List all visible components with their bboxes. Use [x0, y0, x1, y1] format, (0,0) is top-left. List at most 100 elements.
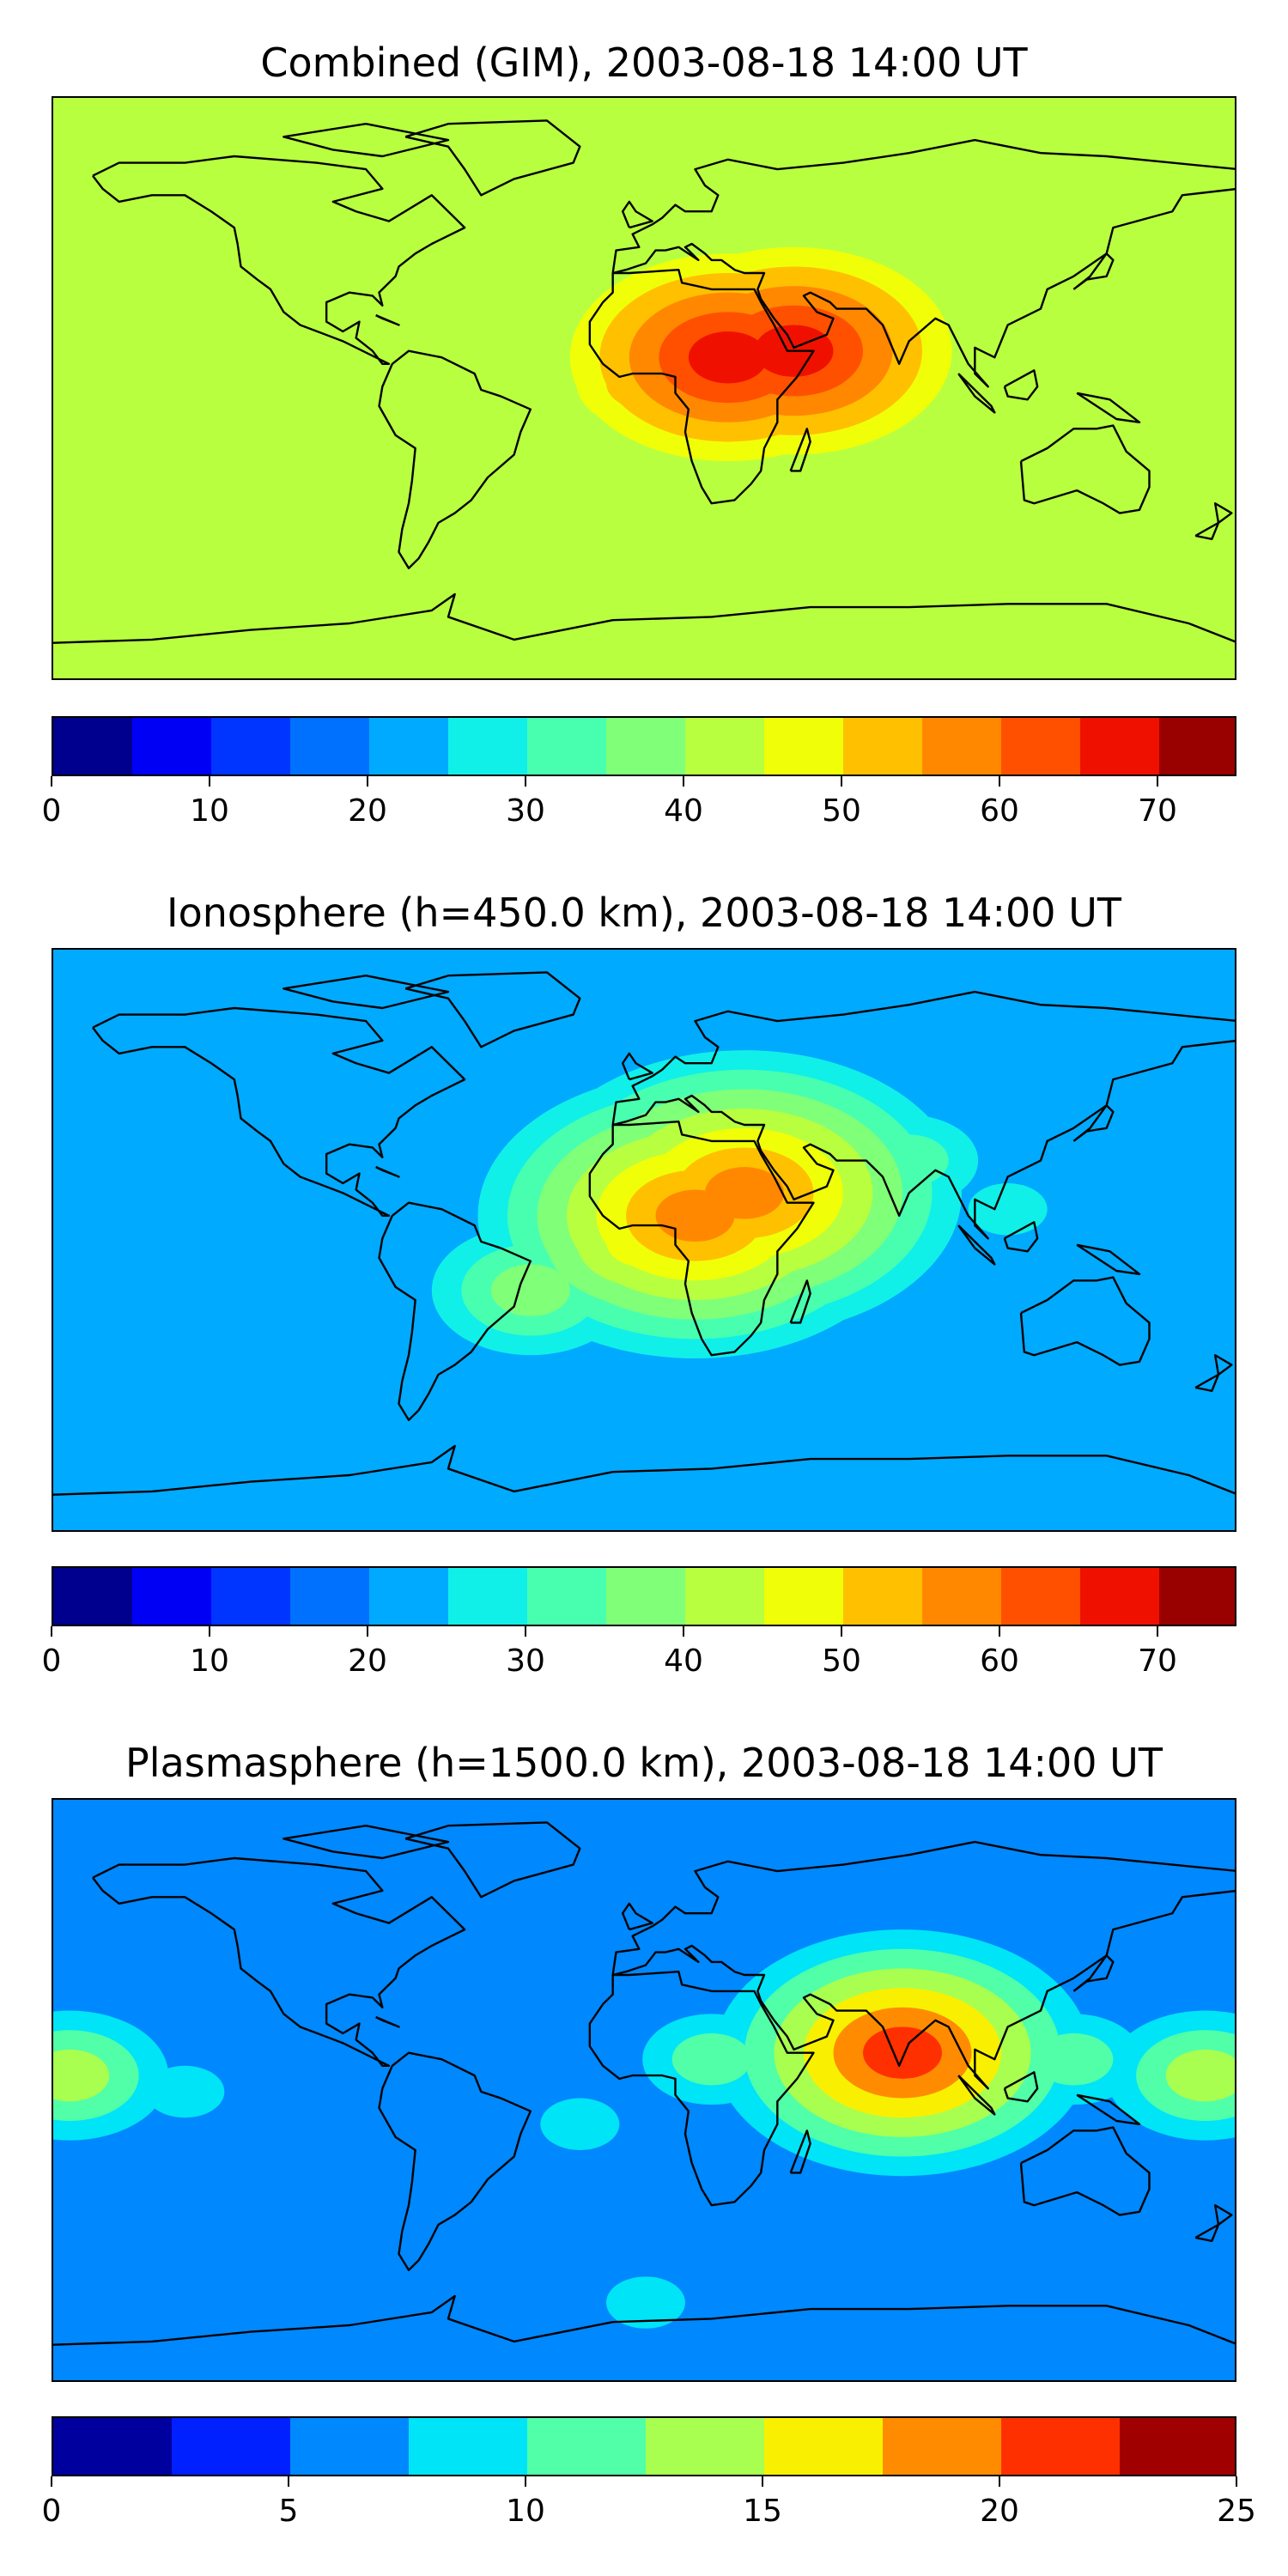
colorbar-tick-label: 70: [1138, 793, 1177, 829]
colorbar-tick: [999, 1626, 1000, 1637]
colorbar-tick-label: 50: [822, 793, 861, 829]
coastline-1: [380, 351, 531, 568]
colorbar-tick: [683, 776, 684, 787]
coastline-7: [623, 1054, 653, 1079]
colorbar-tick: [367, 776, 368, 787]
colorbar-tick-label: 0: [41, 2494, 62, 2529]
colorbar-segment-12: [1001, 1568, 1081, 1625]
colorbar-segment-2: [290, 2418, 410, 2475]
coastline-4: [1021, 426, 1150, 513]
colorbar-segment-9: [1120, 2418, 1235, 2475]
colorbar-tick: [209, 776, 210, 787]
colorbar-segment-2: [211, 718, 291, 775]
colorbar-segment-12: [1001, 718, 1081, 775]
colorbar-plasmasphere: [52, 2416, 1236, 2476]
colorbar-tick: [841, 776, 842, 787]
colorbar-tick: [209, 1626, 210, 1637]
colorbar-ticks-plasmasphere: 0 5 10 15 20 25: [42, 2476, 1256, 2529]
contour-level-3: [145, 2065, 225, 2118]
colorbar-tick-label: 60: [980, 1643, 1019, 1679]
colorbar-segment-6: [764, 2418, 884, 2475]
contour-level-4: [671, 2033, 751, 2086]
colorbar-ionosphere: [52, 1566, 1236, 1626]
chart-title: Combined (GIM), 2003-08-18 14:00 UT: [260, 39, 1028, 86]
colorbar-tick-label: 40: [664, 1643, 703, 1679]
chart-title: Plasmasphere (h=1500.0 km), 2003-08-18 1…: [125, 1740, 1163, 1786]
coastline-13: [376, 2017, 399, 2026]
coastline-14: [1215, 2205, 1231, 2225]
coastline-10: [1005, 1222, 1037, 1251]
colorbar-segment-13: [1080, 1568, 1160, 1625]
colorbar-tick-label: 5: [278, 2494, 299, 2529]
coastline-12: [283, 1826, 448, 1858]
coastline-7: [623, 202, 653, 228]
colorbar-tick-label: 40: [664, 793, 703, 829]
colorbar-segment-11: [922, 1568, 1002, 1625]
colorbar-tick: [51, 1626, 52, 1637]
contour-level-8: [863, 2026, 942, 2079]
coastline-1: [380, 2053, 531, 2270]
colorbar-tick: [1157, 776, 1158, 787]
colorbar-segment-1: [132, 718, 212, 775]
colorbar-segment-1: [172, 2418, 291, 2475]
coastline-11: [1077, 2095, 1139, 2124]
colorbar-segment-14: [1159, 718, 1235, 775]
colorbar-segment-9: [764, 1568, 844, 1625]
colorbar-tick: [367, 1626, 368, 1637]
colorbar-segment-8: [1001, 2418, 1121, 2475]
contour-level-7: [490, 1264, 570, 1316]
colorbar-segment-14: [1159, 1568, 1235, 1625]
colorbar-segment-11: [922, 718, 1002, 775]
colorbar-tick-label: 60: [980, 793, 1019, 829]
coastline-10: [1005, 2072, 1037, 2101]
colorbar-segment-13: [1080, 718, 1160, 775]
colorbar-segment-9: [764, 718, 844, 775]
colorbar-segment-7: [606, 718, 686, 775]
colorbar-tick: [841, 1626, 842, 1637]
colorbar-segment-8: [685, 1568, 765, 1625]
coastline-9: [958, 1225, 994, 1264]
coastline-2: [590, 1121, 814, 1355]
coastline-13: [376, 315, 399, 325]
coastline-6: [53, 594, 1236, 643]
colorbar-segment-3: [290, 1568, 370, 1625]
colorbar-tick: [51, 2476, 52, 2487]
colorbar-tick-label: 20: [980, 2494, 1019, 2529]
coastline-8: [1073, 1955, 1113, 1991]
coastline-4: [1021, 1278, 1150, 1365]
coastline-12: [283, 975, 448, 1008]
coastline-9: [958, 2075, 994, 2114]
coastline-7: [623, 1904, 653, 1929]
map-plasmasphere: [52, 1798, 1236, 2382]
coastline-5: [405, 120, 580, 195]
coastline-2: [590, 1971, 814, 2205]
colorbar-tick: [999, 2476, 1000, 2487]
coastline-11: [1077, 1245, 1139, 1274]
contour-level-11: [655, 1189, 735, 1242]
coastline-15: [1195, 2225, 1218, 2241]
coastline-11: [1077, 393, 1139, 422]
contour-level-3: [540, 2098, 620, 2150]
colorbar-tick: [762, 2476, 763, 2487]
colorbar-tick-label: 10: [190, 793, 229, 829]
colorbar-segment-0: [53, 2418, 173, 2475]
colorbar-segment-5: [448, 1568, 528, 1625]
colorbar-ticks-combined: 0 10 20 30 40 50 60 70: [42, 776, 1236, 829]
colorbar-tick: [525, 776, 526, 787]
colorbar-tick-label: 0: [41, 1643, 62, 1679]
colorbar-segment-7: [883, 2418, 1002, 2475]
contour-level-5: [53, 2049, 110, 2102]
coastline-2: [590, 270, 814, 503]
coastline-14: [1215, 503, 1231, 523]
colorbar-segment-4: [369, 718, 449, 775]
colorbar-segment-3: [290, 718, 370, 775]
colorbar-segment-0: [53, 1568, 133, 1625]
colorbar-segment-6: [527, 718, 607, 775]
colorbar-tick: [683, 1626, 684, 1637]
coastline-5: [405, 972, 580, 1047]
colorbar-tick-label: 50: [822, 1643, 861, 1679]
coastline-8: [1073, 1105, 1113, 1141]
colorbar-tick: [525, 2476, 526, 2487]
colorbar-tick: [525, 1626, 526, 1637]
colorbar-tick: [51, 776, 52, 787]
